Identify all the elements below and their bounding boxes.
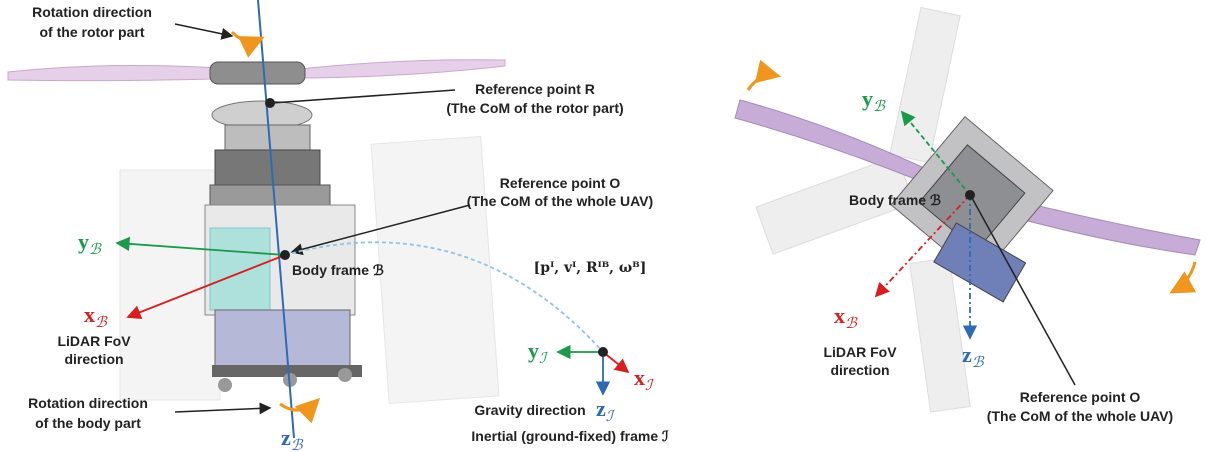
annotation: (The CoM of the whole UAV) [467,193,653,209]
subscript: ℬ [291,436,304,452]
annotation: of the rotor part [40,24,145,40]
rotation-arrow [232,32,262,41]
state-vector: [pᴵ, vᴵ, Rᴵᴮ, ωᴮ] [534,260,647,276]
inertial-origin [598,347,608,357]
symbol: x [834,303,845,328]
symbol: y [78,229,89,254]
axis-label: zℐ [596,396,616,425]
annotation: Rotation direction [32,4,152,20]
symbol: y [528,338,539,363]
symbol: z [596,396,606,421]
point-o [280,250,290,260]
subscript: ℬ [89,240,102,258]
annotation: Reference point O [1020,389,1141,405]
subscript: ℬ [972,353,985,371]
axis-label: zℬ [962,342,985,371]
annotation: Inertial (ground-fixed) frame ℐ [471,428,669,444]
symbol: x [634,365,645,390]
pointer [175,408,270,412]
annotation: direction [64,351,123,367]
annotation: Body frame ℬ [849,192,941,208]
diagram: Rotation direction of the rotor part Refer… [0,0,1207,452]
annotation: Rotation direction [28,395,148,411]
annotation: Body frame ℬ [292,262,384,278]
subscript: ℬ [845,314,858,332]
pointer [272,90,455,103]
annotation: (The CoM of the rotor part) [446,100,623,116]
annotation: Reference point O [500,175,621,191]
axis-label: xℬ [834,303,858,332]
annotation: LiDAR FoV [57,333,131,349]
symbol: y [862,86,873,111]
axis-label: xℐ [634,365,655,394]
axis-label: xℬ [84,302,108,331]
axis-label: yℬ [862,86,886,115]
point-o [965,190,975,200]
annotation: LiDAR FoV [823,344,897,360]
subscript: ℐ [539,349,549,367]
point-r [265,98,275,108]
symbol: z [281,425,291,450]
annotation: (The CoM of the whole UAV) [987,408,1173,424]
subscript: ℐ [645,376,655,394]
symbol: z [962,342,972,367]
rotation-arrow [1172,262,1195,292]
subscript: ℬ [95,313,108,331]
annotation: Reference point R [475,81,595,97]
symbol: x [84,302,95,327]
annotation: direction [830,362,889,378]
annotation: Gravity direction [474,402,585,418]
subscript: ℬ [873,97,886,115]
annotation: of the body part [35,415,141,431]
axis-label: yℐ [528,338,549,367]
pointer [175,24,232,36]
subscript: ℐ [606,407,616,425]
rotation-arrow [280,400,318,410]
axis-label: yℬ [78,229,102,258]
rotation-arrow [748,75,778,90]
